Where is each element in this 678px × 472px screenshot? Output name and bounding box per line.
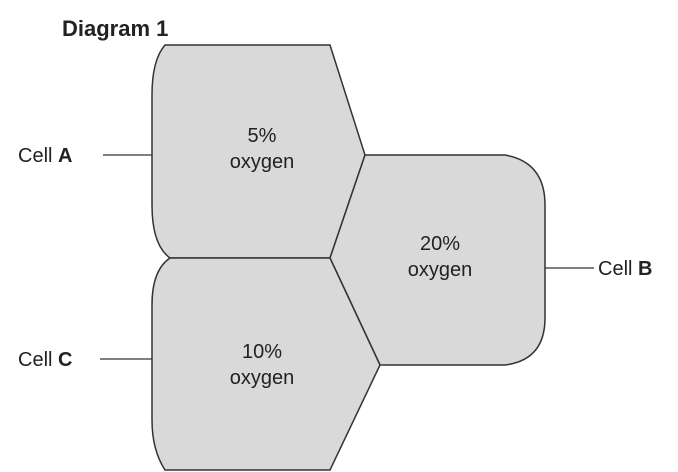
cell-b-label: Cell B <box>598 258 652 280</box>
cell-c-amount: 10% <box>242 341 282 363</box>
diagram: Diagram 1 5% oxygen 20% oxygen 10% oxyge… <box>0 0 678 472</box>
cell-c-label: Cell C <box>18 349 72 371</box>
cell-a-letter: A <box>58 145 72 167</box>
cell-b-letter: B <box>638 258 652 280</box>
cell-a-label: Cell A <box>18 145 72 167</box>
title: Diagram 1 <box>62 16 168 41</box>
cell-c-prefix: Cell <box>18 349 52 371</box>
cell-b-unit: oxygen <box>408 259 473 281</box>
cell-a-prefix: Cell <box>18 145 52 167</box>
cell-b-prefix: Cell <box>598 258 632 280</box>
cell-a-amount: 5% <box>248 125 277 147</box>
cell-b-amount: 20% <box>420 233 460 255</box>
cell-a-unit: oxygen <box>230 151 295 173</box>
cell-c-unit: oxygen <box>230 367 295 389</box>
cell-c-letter: C <box>58 349 72 371</box>
